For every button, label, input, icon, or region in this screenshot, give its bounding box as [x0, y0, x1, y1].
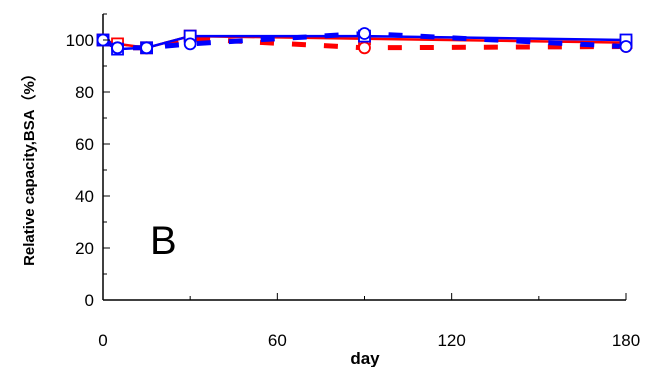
series-layer: [98, 28, 632, 55]
series-4-point: [141, 42, 152, 53]
y-tick-label: 40: [75, 187, 94, 206]
x-tick-label: 120: [437, 331, 465, 350]
axes: [103, 14, 626, 300]
series-4-point: [359, 28, 370, 39]
series-4-point: [112, 42, 123, 53]
x-tick-label: 0: [98, 331, 107, 350]
series-4-point: [185, 38, 196, 49]
y-tick-label: 80: [75, 83, 94, 102]
series-4-point: [621, 41, 632, 52]
y-tick-label: 20: [75, 239, 94, 258]
y-tick-label: 100: [66, 31, 94, 50]
x-tick-label: 60: [268, 331, 287, 350]
series-2-point: [359, 42, 370, 53]
y-tick-label: 0: [85, 291, 94, 310]
y-tick-label: 60: [75, 135, 94, 154]
panel-label: B: [150, 219, 177, 263]
x-axis-label: day: [350, 349, 380, 367]
x-tick-label: 180: [612, 331, 640, 350]
y-axis-label: Relative capacity,BSA（%）: [20, 66, 38, 266]
